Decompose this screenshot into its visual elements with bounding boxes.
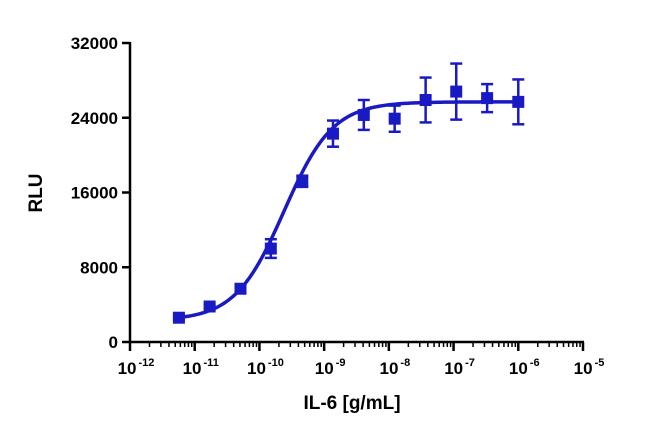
point-marker	[203, 300, 216, 313]
y-tick-label-0: 0	[109, 333, 118, 352]
x-axis-label: IL-6 [g/mL]	[303, 393, 400, 414]
y-tick-label-4: 32000	[71, 34, 118, 53]
data-point-10	[481, 82, 494, 114]
point-marker	[512, 95, 525, 108]
x-tick-label-3: 10 -9	[315, 357, 346, 378]
y-tick-label-2: 16000	[71, 184, 118, 203]
point-marker	[388, 112, 401, 125]
point-marker	[296, 175, 309, 188]
data-point-3	[264, 237, 277, 260]
y-tick-label-1: 8000	[80, 258, 118, 277]
x-tick-label-4: 10 -8	[380, 357, 411, 378]
series-layer	[172, 62, 525, 324]
point-marker	[326, 127, 339, 140]
point-marker	[264, 242, 277, 255]
x-tick-label-1: 10 -11	[183, 357, 219, 378]
point-marker	[172, 311, 185, 324]
y-axis-label: RLU	[26, 173, 47, 212]
point-marker	[357, 108, 370, 121]
data-point-5	[326, 119, 339, 148]
x-tick-label-0: 10 -12	[118, 357, 155, 378]
data-point-11	[512, 78, 525, 126]
data-point-7	[388, 104, 401, 134]
data-point-0	[172, 311, 185, 324]
x-tick-label-7: 10 -5	[574, 357, 605, 378]
data-point-6	[357, 98, 370, 132]
x-tick-label-6: 10 -6	[509, 357, 540, 378]
point-marker	[481, 92, 494, 105]
data-point-1	[203, 300, 216, 313]
data-point-9	[450, 62, 463, 121]
x-tick-label-5: 10 -7	[444, 357, 475, 378]
point-marker	[419, 93, 432, 106]
data-point-2	[234, 282, 247, 295]
data-point-8	[419, 76, 432, 124]
y-tick-label-3: 24000	[71, 109, 118, 128]
x-tick-label-2: 10 -10	[247, 357, 284, 378]
axes: 0 8000 16000 24000 32000 10 -12 10 -11 10 -10 10 -9 1…	[71, 34, 605, 378]
fit-curve	[178, 100, 519, 320]
data-point-4	[296, 174, 309, 189]
point-marker	[450, 85, 463, 98]
point-marker	[234, 282, 247, 295]
